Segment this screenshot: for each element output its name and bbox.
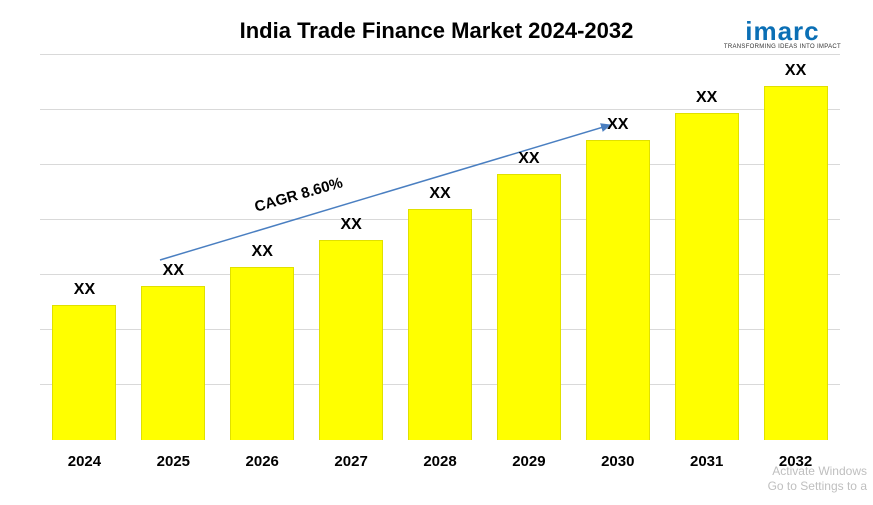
x-axis-labels: 202420252026202720282029203020312032 (40, 453, 840, 470)
x-axis-label: 2032 (751, 453, 840, 470)
x-axis-label: 2027 (307, 453, 396, 470)
bar (319, 240, 383, 440)
bar-value-label: XX (74, 281, 95, 299)
x-axis-label: 2025 (129, 453, 218, 470)
x-axis-label: 2026 (218, 453, 307, 470)
bar-slot: XX (396, 55, 485, 440)
bars-group: XX XX XX XX XX XX XX XX XX (40, 55, 840, 440)
plot-area: CAGR 8.60% XXXXXXXXXXXXXXXXXX (40, 55, 840, 440)
bar (141, 286, 205, 440)
bar-value-label: XX (163, 262, 184, 280)
bar-value-label: XX (607, 116, 628, 134)
bar-value-label: XX (252, 243, 273, 261)
bar (408, 209, 472, 440)
brand-logo-tagline: TRANSFORMING IDEAS INTO IMPACT (724, 44, 841, 50)
x-axis-label: 2028 (396, 453, 485, 470)
x-axis-label: 2029 (484, 453, 573, 470)
x-axis-label: 2030 (573, 453, 662, 470)
bar (675, 113, 739, 440)
x-axis-label: 2031 (662, 453, 751, 470)
brand-logo: imarc TRANSFORMING IDEAS INTO IMPACT (724, 18, 841, 50)
bar (497, 174, 561, 440)
bar-slot: XX (307, 55, 396, 440)
bar-value-label: XX (429, 185, 450, 203)
bar-slot: XX (484, 55, 573, 440)
bar (52, 305, 116, 440)
bar (230, 267, 294, 440)
x-axis-label: 2024 (40, 453, 129, 470)
bar-slot: XX (662, 55, 751, 440)
bar-value-label: XX (340, 216, 361, 234)
bar-value-label: XX (518, 150, 539, 168)
bar-slot: XX (751, 55, 840, 440)
bar-slot: XX (129, 55, 218, 440)
bar (586, 140, 650, 440)
bar-value-label: XX (696, 89, 717, 107)
bar-slot: XX (40, 55, 129, 440)
bar-slot: XX (218, 55, 307, 440)
bar (764, 86, 828, 440)
bar-slot: XX (573, 55, 662, 440)
brand-logo-text: imarc (724, 18, 841, 44)
chart-container: India Trade Finance Market 2024-2032 ima… (20, 10, 853, 495)
bar-value-label: XX (785, 62, 806, 80)
